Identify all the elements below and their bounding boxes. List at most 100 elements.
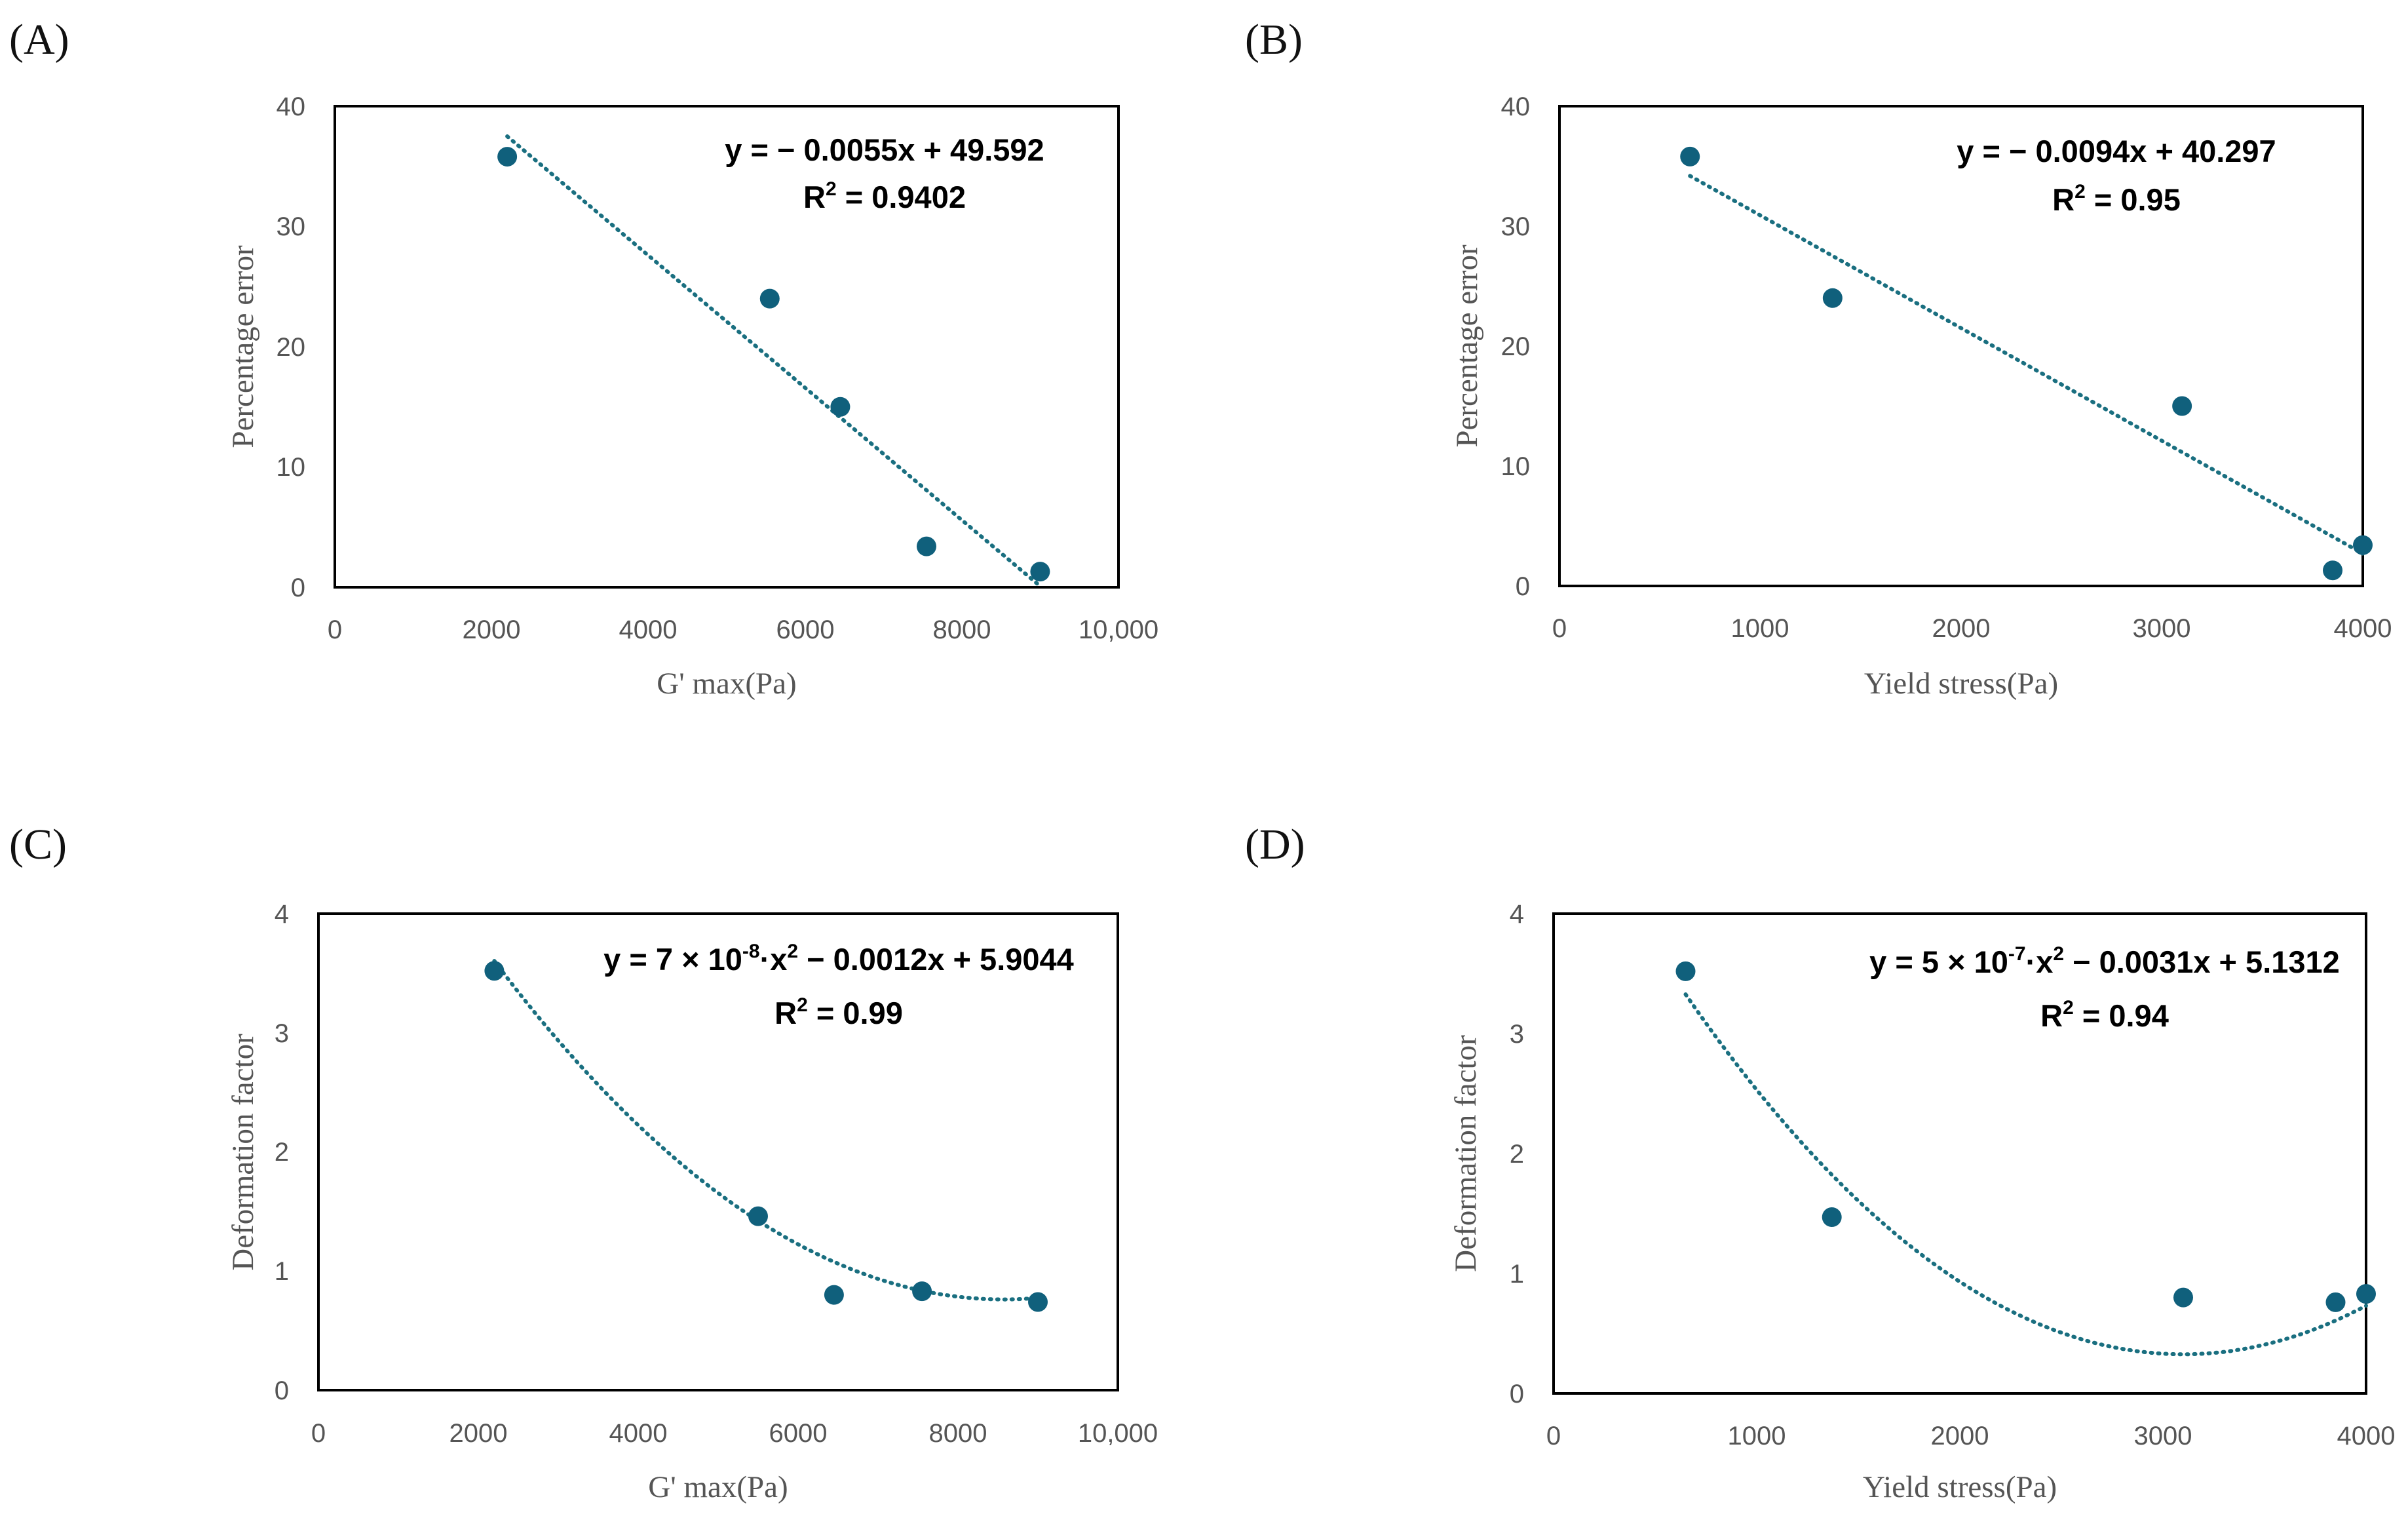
panel-a-r-squared: R2 = 0.9402 [803, 178, 966, 214]
panel-c-x-tick: 8000 [929, 1419, 987, 1448]
panel-d-x-tick: 2000 [1931, 1422, 1989, 1450]
panel-c-trendline [492, 959, 1040, 1302]
panel-a-data-point-3 [830, 397, 850, 417]
panel-b-x-axis-title: Yield stress(Pa) [1864, 667, 2058, 701]
r2-label: R [2052, 182, 2074, 217]
panel-d-x-tick: 1000 [1728, 1422, 1786, 1450]
panel-b-data-point-5 [2353, 535, 2373, 555]
panel-b-y-tick: 10 [1501, 452, 1531, 481]
panel-c-y-tick: 4 [275, 900, 289, 929]
panel-b-points [1680, 146, 2373, 581]
panel-b-y-tick: 0 [1516, 572, 1530, 601]
panel-b-x-tick: 1000 [1731, 614, 1789, 643]
panel-d-y-axis-title: Deformation factor [1449, 1035, 1483, 1272]
panel-b-letter: (B) [1245, 16, 1303, 64]
panel-a-equation: y = − 0.0055x + 49.592 [725, 132, 1044, 167]
panel-a-y-tick: 30 [277, 212, 306, 241]
panel-b-equation: y = − 0.0094x + 40.297 [1957, 134, 2276, 168]
panel-d-points [1675, 961, 2376, 1312]
panel-a-points [497, 147, 1050, 582]
panel-d-data-point-3 [2173, 1287, 2193, 1308]
r2-superscript: 2 [826, 178, 837, 200]
panel-b-data-point-2 [1822, 288, 1843, 308]
panel-a: (A) 0 10 20 30 40 0 2000 4000 6000 8000 … [9, 16, 1158, 701]
panel-c-equation: y = 7 × 10-8·x2 − 0.0012x + 5.9044 [603, 941, 1074, 977]
panel-d-y-tick: 0 [1510, 1380, 1524, 1409]
panel-b-x-tick: 3000 [2133, 614, 2191, 643]
panel-c-x-tick: 4000 [609, 1419, 668, 1448]
panel-a-x-tick: 2000 [463, 615, 521, 644]
panel-a-trendline [505, 134, 1042, 589]
eq-prefix: y = 7 × 10 [603, 942, 742, 977]
panel-b-trendline [1688, 174, 2365, 556]
eq-exponent: -7 [2008, 943, 2026, 965]
panel-b-x-tick: 2000 [1932, 614, 1991, 643]
eq-square: 2 [2053, 943, 2064, 965]
panel-c-y-tick: 1 [275, 1257, 289, 1286]
panel-a-x-tick: 0 [328, 615, 342, 644]
panel-c-y-tick: 0 [275, 1376, 289, 1405]
panel-a-x-ticks: 0 2000 4000 6000 8000 10,000 [328, 615, 1158, 644]
panel-a-y-tick: 20 [277, 333, 306, 362]
eq-middle: ·x [2026, 944, 2054, 979]
panel-a-x-axis-title: G' max(Pa) [657, 667, 796, 701]
panel-c-y-tick: 3 [275, 1019, 289, 1048]
panel-d-letter: (D) [1245, 821, 1305, 868]
panel-c-r-squared: R2 = 0.99 [774, 994, 903, 1030]
panel-c-x-ticks: 0 2000 4000 6000 8000 10,000 [311, 1419, 1158, 1448]
panel-d-y-tick: 3 [1510, 1020, 1524, 1049]
panel-c-x-tick: 2000 [449, 1419, 508, 1448]
panel-c-y-ticks: 0 1 2 3 4 [275, 900, 289, 1405]
panel-c-letter: (C) [9, 821, 67, 868]
panel-a-plot-area [334, 105, 1120, 589]
r2-label: R [803, 180, 826, 214]
panel-d-x-ticks: 0 1000 2000 3000 4000 [1546, 1422, 2396, 1450]
panel-c-x-axis-title: G' max(Pa) [648, 1470, 788, 1504]
panel-d-trendline [1683, 992, 2368, 1357]
panel-c-data-point-5 [1028, 1292, 1048, 1312]
panel-b-y-ticks: 0 10 20 30 40 [1501, 92, 1531, 601]
panel-a-data-point-4 [916, 536, 936, 556]
panel-c-data-point-4 [912, 1281, 932, 1302]
r2-superscript: 2 [2074, 181, 2086, 203]
panel-a-data-point-2 [759, 288, 780, 309]
panel-d-equation: y = 5 × 10-7·x2 − 0.0031x + 5.1312 [1869, 943, 2340, 979]
panel-c: (C) 0 1 2 3 4 0 2000 4000 6000 8000 10,0… [9, 821, 1158, 1504]
panel-b-x-tick: 4000 [2334, 614, 2392, 643]
panel-c-points [484, 961, 1048, 1312]
panel-d-r-squared: R2 = 0.94 [2040, 997, 2169, 1033]
panel-c-x-tick: 10,000 [1078, 1419, 1158, 1448]
panel-c-data-point-1 [484, 961, 505, 981]
panel-a-x-tick: 6000 [776, 615, 835, 644]
eq-suffix: − 0.0031x + 5.1312 [2064, 944, 2340, 979]
panel-d-data-point-2 [1822, 1207, 1842, 1227]
panel-b-x-ticks: 0 1000 2000 3000 4000 [1552, 614, 2392, 643]
panel-d-x-tick: 3000 [2134, 1422, 2192, 1450]
r2-superscript: 2 [2063, 997, 2074, 1019]
panel-c-y-tick: 2 [275, 1138, 289, 1167]
panel-c-x-tick: 0 [311, 1419, 326, 1448]
panel-c-data-point-2 [748, 1206, 768, 1226]
panel-c-x-tick: 6000 [769, 1419, 828, 1448]
panel-d-plot-area [1552, 912, 2367, 1395]
panel-b-y-axis-title: Percentage error [1450, 244, 1484, 448]
panel-b-data-point-3 [2172, 396, 2192, 416]
panel-d-data-point-1 [1675, 961, 1696, 981]
panel-b-y-tick: 30 [1501, 212, 1531, 241]
panel-b-plot-area [1558, 105, 2364, 587]
panel-a-y-tick: 40 [277, 92, 306, 121]
r2-value: = 0.95 [2086, 182, 2181, 217]
panel-d-y-tick: 2 [1510, 1140, 1524, 1169]
panel-a-x-tick: 4000 [619, 615, 678, 644]
panel-d-x-axis-title: Yield stress(Pa) [1863, 1470, 2057, 1504]
panel-b: (B) 0 10 20 30 40 0 1000 2000 3000 4000 … [1245, 16, 2392, 701]
panel-b-x-tick: 0 [1552, 614, 1567, 643]
panel-b-data-point-1 [1680, 146, 1700, 166]
panel-a-y-axis-title: Percentage error [226, 245, 260, 448]
panel-d-data-point-5 [2356, 1284, 2376, 1304]
panel-d-y-tick: 4 [1510, 900, 1524, 929]
panel-d-y-tick: 1 [1510, 1260, 1524, 1289]
r2-superscript: 2 [797, 994, 808, 1016]
panel-d: (D) 0 1 2 3 4 0 1000 2000 3000 4000 Yiel… [1245, 821, 2395, 1504]
